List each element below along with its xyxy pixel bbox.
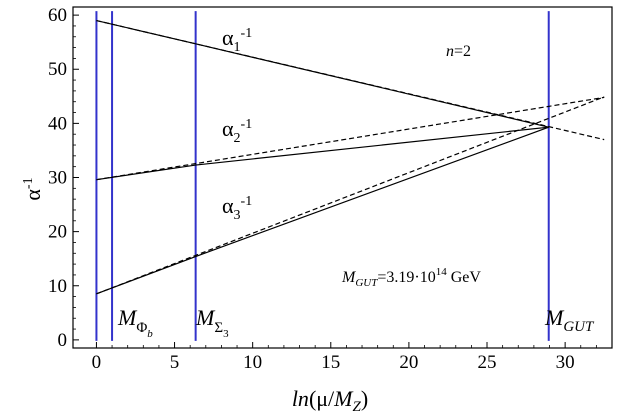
x-tick-label: 10 (243, 352, 262, 373)
m-gut-label: MGUT (544, 305, 595, 335)
y-tick-label: 50 (48, 59, 67, 80)
x-tick-label: 20 (399, 352, 418, 373)
x-ticks: 0 5 10 15 20 25 30 (92, 342, 597, 373)
mgut-value-label: MGUT=3.19·1014 GeV (341, 266, 481, 289)
m-sigma3-label: MΣ3 (195, 305, 229, 340)
n-label: n=2 (446, 43, 471, 60)
y-tick-label: 30 (48, 168, 67, 189)
x-tick-label: 15 (321, 352, 340, 373)
y-tick-label: 20 (48, 222, 67, 243)
x-tick-label: 5 (170, 352, 180, 373)
dashed-series-4 (96, 19, 605, 141)
x-tick-label: 0 (92, 352, 102, 373)
alpha2-label: α2-1 (222, 116, 252, 146)
x-tick-label: 30 (556, 352, 575, 373)
y-tick-label: 40 (48, 113, 67, 134)
alpha3-label: α3-1 (222, 193, 252, 223)
y-axis-title: α-1 (20, 177, 45, 200)
series-group (96, 19, 605, 295)
dashed-series-6 (96, 96, 605, 295)
m-phi-b-label: MΦb (117, 305, 153, 340)
dashed-series-5 (96, 96, 605, 181)
vertical-lines (95, 11, 550, 341)
y-tick-label: 10 (48, 276, 67, 297)
alpha1-label: α1-1 (222, 25, 252, 55)
y-tick-label: 60 (48, 5, 67, 26)
x-axis-title: ln(μ/MZ) (292, 386, 368, 415)
plot-frame (72, 6, 613, 349)
solid-series-2 (96, 126, 549, 181)
y-ticks: 0 10 20 30 40 50 60 (48, 5, 79, 351)
y-tick-label: 0 (58, 330, 68, 351)
x-tick-label: 25 (478, 352, 497, 373)
